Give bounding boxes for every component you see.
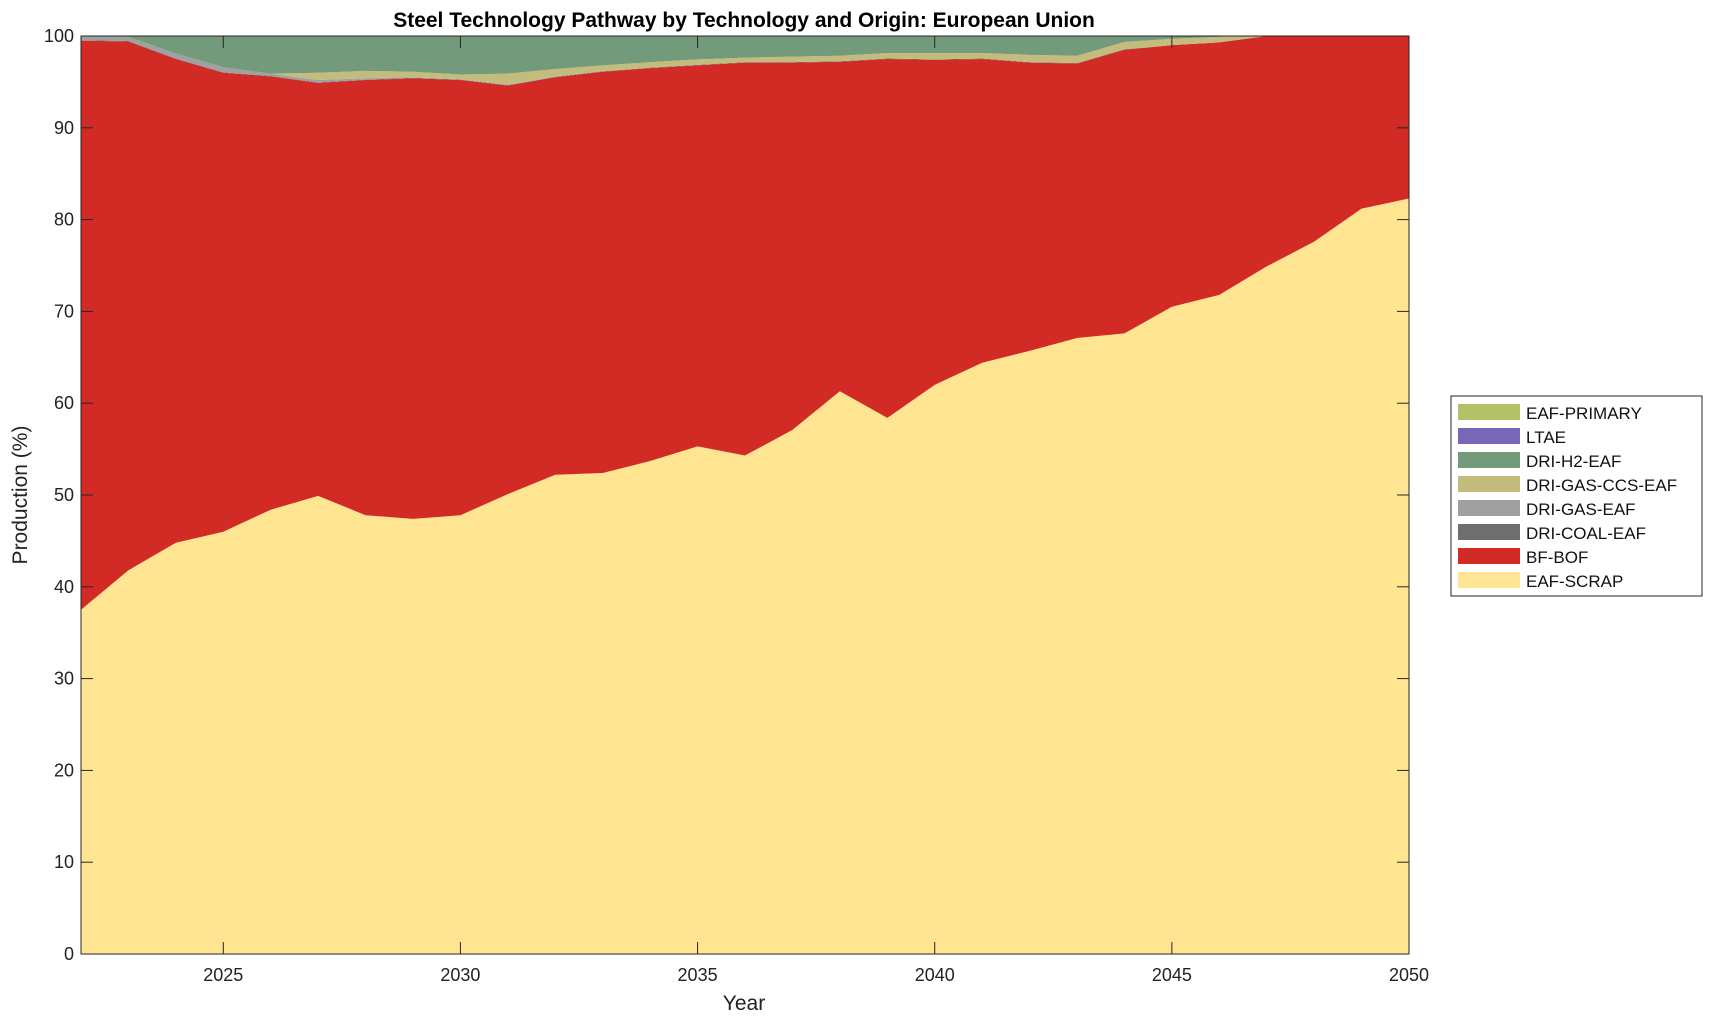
- axis-ticks: 2025 2030 2035 2040 2045 20500102030405060708…: [44, 26, 1429, 985]
- y-tick-label: 50: [54, 485, 74, 505]
- legend-swatch-dri-gas-ccs-eaf: [1458, 476, 1520, 492]
- x-tick-label: 2040: [915, 965, 955, 985]
- y-tick-label: 70: [54, 301, 74, 321]
- y-tick-label: 80: [54, 210, 74, 230]
- x-tick-label: 2035: [678, 965, 718, 985]
- legend-label-dri-gas-ccs-eaf: DRI-GAS-CCS-EAF: [1526, 476, 1677, 495]
- legend-swatch-dri-h2-eaf: [1458, 452, 1520, 468]
- legend-label-bf-bof: BF-BOF: [1526, 548, 1588, 567]
- y-tick-label: 100: [44, 26, 74, 46]
- legend-label-ltae: LTAE: [1526, 428, 1566, 447]
- chart-title: Steel Technology Pathway by Technology a…: [393, 9, 1095, 32]
- area-dri-h2-eaf: [81, 36, 1409, 75]
- legend-swatch-eaf-primary: [1458, 404, 1520, 420]
- y-axis-label: Production (%): [9, 426, 32, 565]
- x-tick-label: 2050: [1389, 965, 1429, 985]
- legend-label-dri-gas-eaf: DRI-GAS-EAF: [1526, 500, 1636, 519]
- legend-swatch-ltae: [1458, 428, 1520, 444]
- area-layers: [81, 36, 1409, 955]
- y-tick-label: 40: [54, 577, 74, 597]
- legend: EAF-PRIMARY LTAE DRI-H2-EAF DRI-GAS-CCS-EAF…: [1450, 395, 1703, 597]
- legend-label-dri-coal-eaf: DRI-COAL-EAF: [1526, 524, 1646, 543]
- legend-swatch-dri-coal-eaf: [1458, 524, 1520, 540]
- x-tick-label: 2025: [203, 965, 243, 985]
- legend-swatch-eaf-scrap: [1458, 572, 1520, 588]
- x-axis-label: Year: [723, 992, 765, 1015]
- y-tick-label: 10: [54, 852, 74, 872]
- area-eaf-scrap: [81, 198, 1409, 955]
- legend-label-dri-h2-eaf: DRI-H2-EAF: [1526, 452, 1621, 471]
- legend-label-eaf-scrap: EAF-SCRAP: [1526, 572, 1623, 591]
- y-tick-label: 20: [54, 760, 74, 780]
- legend-swatch-dri-gas-eaf: [1458, 500, 1520, 516]
- y-tick-label: 60: [54, 393, 74, 413]
- area-bf-bof: [81, 36, 1409, 610]
- x-tick-label: 2045: [1152, 965, 1192, 985]
- legend-swatch-bf-bof: [1458, 548, 1520, 564]
- y-tick-label: 90: [54, 118, 74, 138]
- y-tick-label: 0: [64, 944, 74, 964]
- x-tick-label: 2030: [440, 965, 480, 985]
- legend-label-eaf-primary: EAF-PRIMARY: [1526, 404, 1642, 423]
- y-tick-label: 30: [54, 669, 74, 689]
- area-dri-gas-ccs-eaf: [81, 36, 1409, 85]
